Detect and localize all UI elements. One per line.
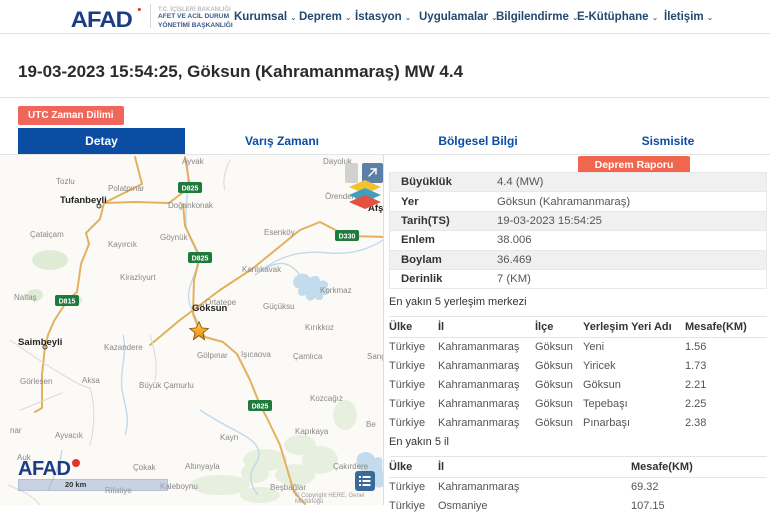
svg-text:D815: D815 xyxy=(59,299,76,306)
svg-text:D330: D330 xyxy=(339,234,356,241)
svg-text:D825: D825 xyxy=(252,404,269,411)
svg-text:D825: D825 xyxy=(182,186,199,193)
svg-text:D825: D825 xyxy=(192,256,209,263)
